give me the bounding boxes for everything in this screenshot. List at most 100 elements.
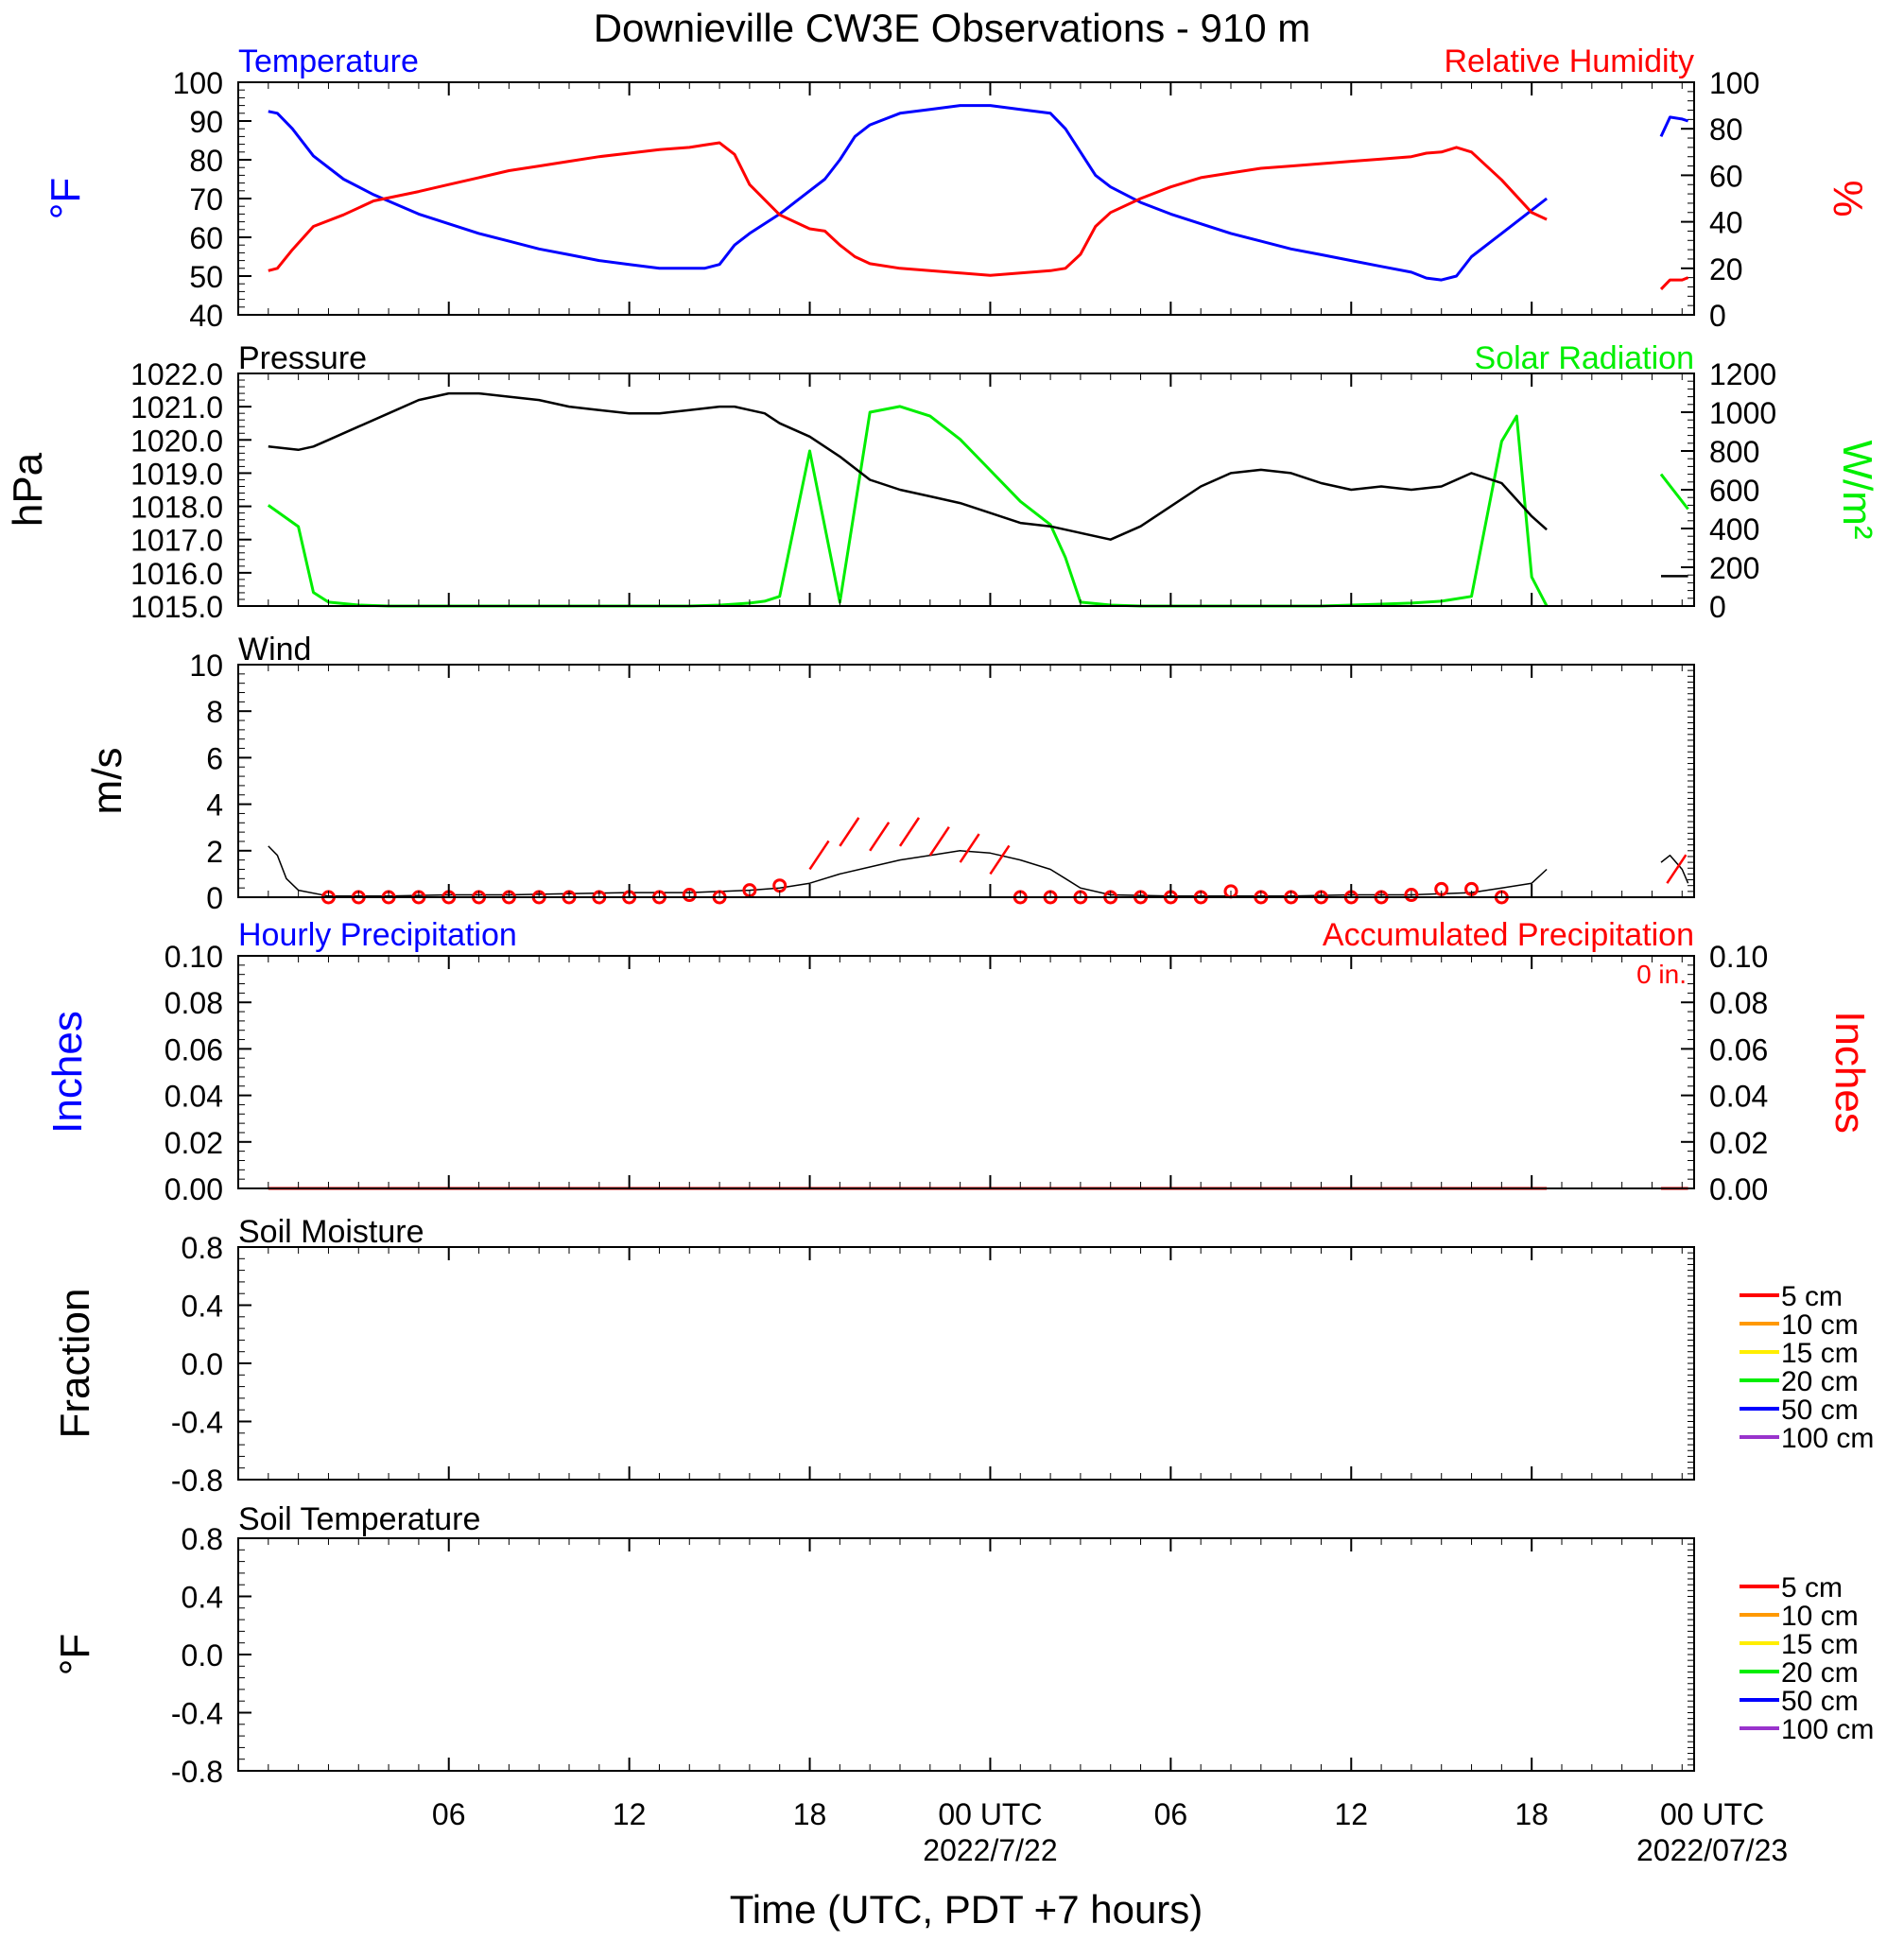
hourly-precip-title: Hourly Precipitation — [238, 917, 517, 953]
precip-frame — [237, 955, 1695, 1189]
wind-speed-line — [268, 845, 1548, 897]
solar-radiation-line — [1659, 473, 1689, 511]
wind-barb — [989, 844, 1011, 875]
solar-axis-tick-label: 1200 — [1709, 357, 1776, 391]
humidity-axis-tick-label: 20 — [1709, 252, 1743, 286]
accum-precip-title: Accumulated Precipitation — [1323, 917, 1694, 953]
wind-panel: Wind m/s 0 2 4 6 8 10 — [84, 632, 1695, 915]
pressure-panel: Pressure Solar Radiation hPa W/m² 1015.0… — [5, 340, 1880, 624]
temperature-axis-tick-label: 100 — [173, 66, 223, 100]
humidity-line — [268, 141, 1548, 277]
pressure-axis-tick-label: 1019.0 — [130, 457, 223, 491]
pressure-axis-tick-label: 1015.0 — [130, 590, 223, 624]
humidity-axis: 0 20 40 60 80 100 — [1681, 66, 1759, 333]
precip-panel: Hourly Precipitation Accumulated Precipi… — [44, 917, 1873, 1206]
humidity-axis-tick-label: 0 — [1709, 299, 1726, 333]
pressure-axis-tick-label: 1021.0 — [130, 390, 223, 425]
pressure-axis: 1015.01016.01017.01018.01019.01020.01021… — [130, 357, 251, 624]
solar-axis-tick-label: 400 — [1709, 512, 1759, 546]
soil-moisture-panel: Soil Moisture Fraction -0.8 -0.4 0.0 0.4 0.8… — [52, 1214, 1874, 1498]
soil-moisture-title: Soil Moisture — [238, 1214, 424, 1250]
soil-moisture-axis: -0.8 -0.4 0.0 0.4 0.8 — [171, 1231, 1694, 1498]
pressure-axis-tick-label: 1022.0 — [130, 357, 223, 391]
x-tick-label: 06 — [432, 1797, 466, 1831]
pressure-axis-tick-label: 1020.0 — [130, 424, 223, 458]
x-tick-label: 18 — [793, 1797, 827, 1831]
wind-title: Wind — [238, 632, 311, 667]
x-tick-label: 00 UTC — [1660, 1797, 1764, 1831]
soil-temperature-frame — [237, 1537, 1695, 1772]
temperature-series — [268, 104, 1689, 290]
accum-precip-axis-tick-label: 0.00 — [1709, 1172, 1768, 1206]
soil-moisture-axis-tick-label: 0.4 — [182, 1290, 223, 1324]
pressure-line — [268, 391, 1548, 541]
wind-axis-tick-label: 10 — [189, 649, 223, 683]
accum-precip-axis-tick-label: 0.04 — [1709, 1080, 1768, 1114]
figure-title: Downieville CW3E Observations - 910 m — [594, 6, 1311, 50]
humidity-axis-tick-label: 100 — [1709, 66, 1759, 100]
temperature-line — [268, 104, 1549, 282]
soil-temperature-axis-tick-label: 0.4 — [182, 1581, 223, 1615]
temperature-line — [1659, 115, 1689, 138]
wind-barb — [839, 817, 860, 847]
solar-radiation-line — [267, 405, 1549, 608]
legend-label: 10 cm — [1781, 1601, 1859, 1632]
wind-axis: 0 2 4 6 8 10 — [189, 649, 1694, 915]
wind-axis-tick-label: 0 — [206, 881, 223, 915]
soil-temperature-title: Soil Temperature — [238, 1501, 480, 1537]
wind-series — [268, 817, 1689, 905]
temperature-axis-tick-label: 50 — [189, 260, 223, 294]
wind-barb — [928, 826, 950, 857]
x-tick-label: 12 — [1334, 1797, 1368, 1831]
legend-label: 10 cm — [1781, 1309, 1859, 1341]
legend-label: 50 cm — [1781, 1395, 1859, 1426]
solar-title: Solar Radiation — [1475, 340, 1694, 376]
temperature-panel: Temperature Relative Humidity °F % 40 50 6… — [43, 43, 1871, 333]
accum-precip-axis-tick-label: 0.10 — [1709, 940, 1768, 974]
hourly-precip-axis-tick-label: 0.02 — [164, 1126, 223, 1160]
solar-axis-tick-label: 1000 — [1709, 396, 1776, 430]
hourly-precip-axis-tick-label: 0.04 — [164, 1080, 223, 1114]
wind-axis-tick-label: 4 — [206, 789, 223, 823]
legend-label: 5 cm — [1781, 1572, 1843, 1603]
temperature-axis-tick-label: 40 — [189, 299, 223, 333]
wind-unit: m/s — [84, 748, 130, 815]
soil-temperature-axis-tick-label: -0.4 — [171, 1697, 223, 1731]
pressure-frame — [237, 373, 1695, 607]
temperature-axis-tick-label: 80 — [189, 144, 223, 178]
solar-axis-tick-label: 200 — [1709, 551, 1759, 585]
humidity-title: Relative Humidity — [1444, 43, 1694, 79]
soil-moisture-axis-tick-label: 0.8 — [182, 1231, 223, 1265]
x-date-label: 2022/07/23 — [1636, 1833, 1788, 1867]
temperature-frame — [237, 81, 1695, 316]
wind-barb — [869, 822, 891, 852]
hourly-precip-unit: Inches — [44, 1011, 91, 1134]
solar-axis-tick-label: 800 — [1709, 435, 1759, 469]
soil-temperature-axis-tick-label: 0.0 — [182, 1638, 223, 1672]
soil-temperature-axis-tick-label: -0.8 — [171, 1755, 223, 1789]
x-tick-label: 12 — [613, 1797, 647, 1831]
pressure-unit: hPa — [5, 452, 51, 527]
hourly-precip-axis-tick-label: 0.06 — [164, 1032, 223, 1066]
soil-temperature-axis: -0.8 -0.4 0.0 0.4 0.8 — [171, 1522, 1694, 1789]
soil-temperature-unit: °F — [52, 1634, 98, 1675]
solar-axis-tick-label: 600 — [1709, 474, 1759, 508]
temperature-unit: °F — [43, 178, 89, 219]
wind-barb — [959, 833, 980, 863]
solar-axis: 0 200 400 600 800 1000 1200 — [1681, 357, 1776, 624]
wind-speed-line — [1660, 854, 1689, 884]
calm-wind-marker — [1404, 888, 1419, 903]
temperature-title: Temperature — [238, 43, 419, 79]
accum-precip-axis-tick-label: 0.08 — [1709, 986, 1768, 1020]
temperature-axis-tick-label: 60 — [189, 221, 223, 255]
pressure-axis-tick-label: 1018.0 — [130, 491, 223, 525]
humidity-line — [1659, 276, 1689, 290]
soil-moisture-unit: Fraction — [52, 1289, 98, 1439]
humidity-axis-tick-label: 40 — [1709, 206, 1743, 240]
x-tick-label: 00 UTC — [938, 1797, 1042, 1831]
soil-moisture-axis-tick-label: -0.4 — [171, 1406, 223, 1440]
